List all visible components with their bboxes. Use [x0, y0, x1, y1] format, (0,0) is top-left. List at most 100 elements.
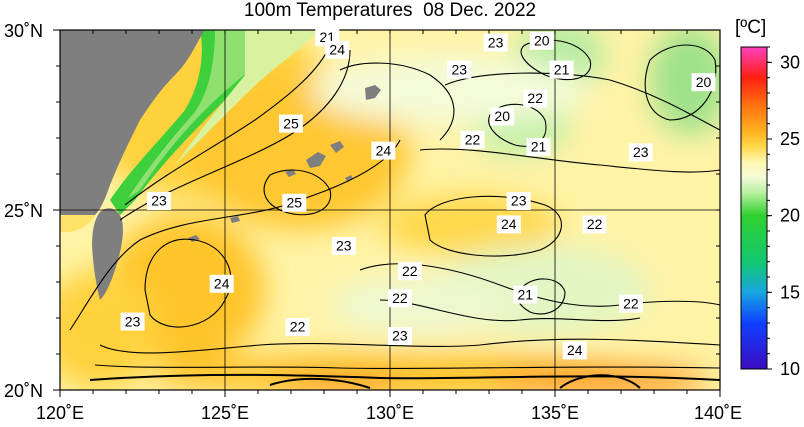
- contour-label-text: 23: [488, 34, 504, 50]
- contour-label-background: [618, 294, 643, 313]
- lon-label-130: 130˚E: [366, 403, 414, 423]
- colorbar-tick-label: 15: [780, 282, 800, 302]
- colorbar-bar: [740, 46, 768, 370]
- contour-label: 22: [523, 89, 548, 108]
- contour-label: 22: [397, 262, 422, 281]
- contour-label-text: 21: [554, 61, 570, 77]
- lat-label-25: 25˚N: [4, 201, 43, 221]
- contour-label: 22: [460, 130, 485, 149]
- contour-label: 24: [209, 274, 234, 293]
- contour-label: 22: [618, 294, 643, 313]
- contour-label: 23: [628, 143, 653, 162]
- contour-label-text: 21: [518, 286, 534, 302]
- contour-label-background: [628, 143, 653, 162]
- map-title: 100m Temperatures 08 Dec. 2022: [243, 0, 537, 21]
- contour-label-text: 23: [392, 328, 408, 344]
- contour-label: 22: [285, 318, 310, 336]
- contour-label-text: 25: [283, 115, 299, 131]
- colorbar-tick-label: 25: [780, 129, 800, 149]
- axis-ticks: [53, 29, 721, 397]
- contour-label-text: 23: [633, 144, 649, 160]
- thick-isotherms: [89, 373, 720, 389]
- contour-label-background: [285, 318, 310, 336]
- contour-label-background: [513, 285, 538, 304]
- contour-label-background: [209, 274, 234, 293]
- contour-label-background: [282, 193, 307, 212]
- contour-label-text: 22: [465, 132, 481, 148]
- contour-label-text: 23: [125, 313, 141, 329]
- contour-label-text: 25: [287, 195, 303, 211]
- colorbar-tick-label: 10: [780, 359, 800, 379]
- contour-label: 21: [513, 285, 538, 304]
- contour-label: 24: [496, 215, 521, 234]
- contour-label: 23: [331, 237, 356, 255]
- contour-label-background: [523, 89, 548, 108]
- contour-label-background: [387, 289, 412, 308]
- contour-label-text: 20: [494, 108, 510, 124]
- contour-label-background: [397, 262, 422, 281]
- contour-label-text: 22: [527, 90, 543, 106]
- contour-label-text: 20: [696, 74, 712, 90]
- contour-label-text: 22: [392, 290, 408, 306]
- contour-label: 24: [562, 341, 587, 360]
- lon-label-120: 120˚E: [36, 403, 84, 423]
- contour-label: 23: [387, 327, 412, 345]
- lon-label-140: 140˚E: [694, 403, 742, 423]
- lat-label-30: 30˚N: [4, 21, 43, 41]
- contour-label-text: 23: [151, 193, 167, 209]
- colorbar-tick-label: 30: [780, 52, 800, 72]
- contour-label: 20: [529, 31, 554, 50]
- contour-label-background: [147, 192, 171, 210]
- contour-label-background: [691, 73, 716, 92]
- contour-label: 25: [282, 193, 307, 212]
- contour-label-background: [387, 327, 412, 345]
- contour-label-background: [529, 31, 554, 50]
- isotherms: [69, 39, 720, 370]
- contour-label: 21: [526, 138, 551, 156]
- contour-label: 22: [582, 215, 607, 234]
- contour-label-background: [279, 114, 303, 133]
- contour-label-background: [483, 33, 508, 52]
- contour-label-text: 24: [214, 276, 230, 292]
- contour-label: 23: [483, 33, 508, 52]
- lat-label-20: 20˚N: [4, 381, 43, 401]
- contour-label: 25: [279, 114, 303, 133]
- contour-label-background: [582, 215, 607, 234]
- contour-label: 24: [325, 40, 350, 59]
- contour-label-background: [562, 341, 587, 360]
- contour-label-text: 20: [534, 33, 550, 49]
- contour-label-background: [331, 237, 356, 255]
- contour-label: 22: [387, 289, 412, 308]
- taiwan-island: [92, 208, 123, 300]
- contour-label-text: 22: [290, 319, 306, 335]
- colorbar-tick-label: 20: [780, 206, 800, 226]
- contour-label: 23: [447, 60, 472, 79]
- lon-label-125: 125˚E: [201, 403, 249, 423]
- contour-label: 24: [371, 141, 396, 160]
- colorbar-unit: [ºC]: [735, 17, 767, 38]
- contour-label-background: [460, 130, 485, 149]
- lat-axis-labels: 30˚N 25˚N 20˚N: [4, 21, 43, 401]
- contour-label-background: [490, 107, 515, 126]
- contour-label-background: [447, 60, 472, 79]
- contour-label: 23: [506, 192, 531, 210]
- map-field: [60, 30, 720, 390]
- contour-label-text: 22: [623, 295, 639, 311]
- contour-label-text: 21: [531, 139, 547, 155]
- contour-label-text: 23: [511, 193, 527, 209]
- contour-label: 21: [549, 60, 574, 79]
- colorbar: 10 15 20 25 30: [740, 46, 800, 379]
- contour-label-background: [506, 192, 531, 210]
- contour-label-background: [325, 40, 350, 59]
- colorbar-ticks: 10 15 20 25 30: [767, 46, 800, 379]
- contour-label-background: [549, 60, 574, 79]
- lon-label-135: 135˚E: [531, 403, 579, 423]
- contour-label: 23: [120, 312, 145, 331]
- contour-label: 20: [490, 107, 515, 126]
- contour-label-text: 24: [329, 42, 345, 58]
- china-coast: [60, 30, 205, 215]
- contour-label-background: [120, 312, 145, 331]
- contour-label-text: 22: [587, 216, 603, 232]
